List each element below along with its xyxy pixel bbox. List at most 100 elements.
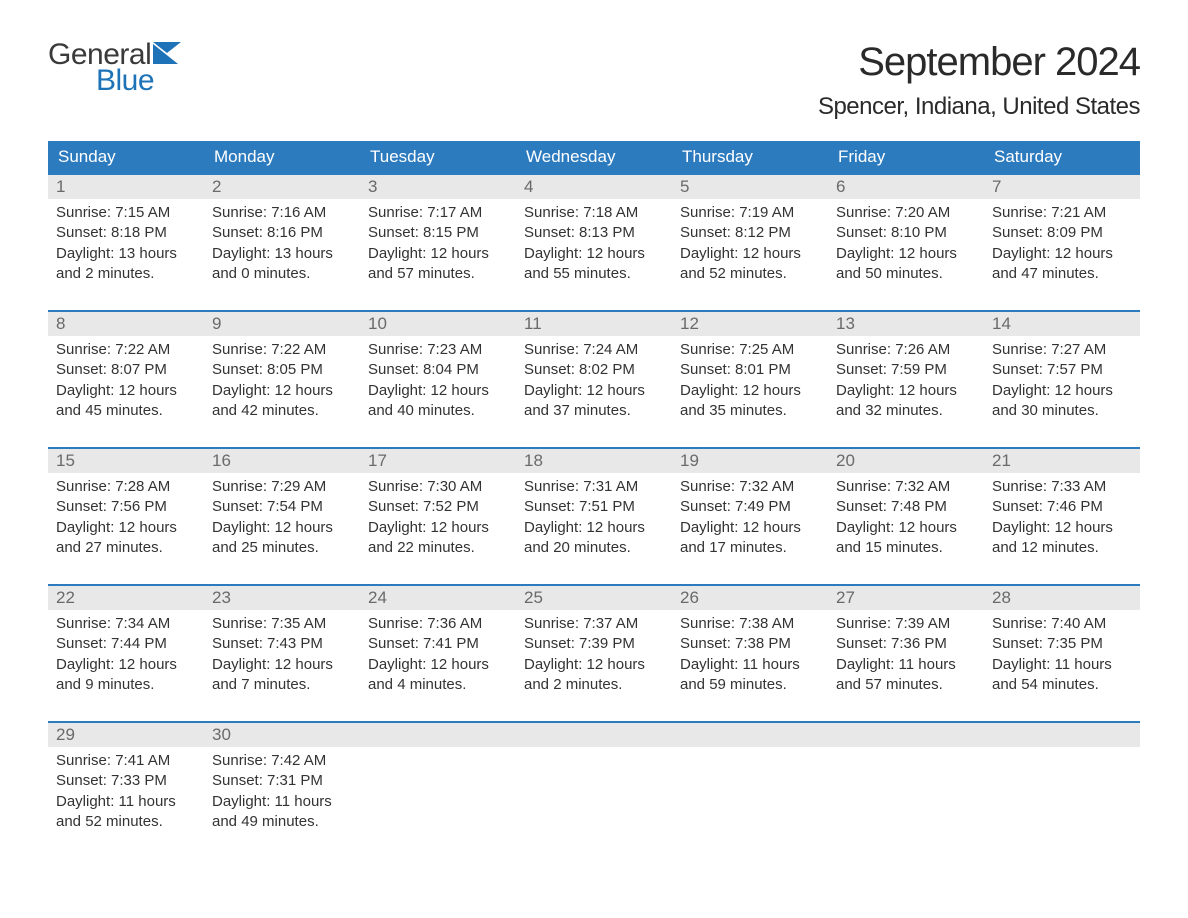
sunset-text: Sunset: 8:05 PM — [212, 360, 352, 380]
day-body: Sunrise: 7:24 AMSunset: 8:02 PMDaylight:… — [516, 336, 672, 429]
day-number: 13 — [828, 312, 984, 336]
sunset-text: Sunset: 7:59 PM — [836, 360, 976, 380]
sunrise-text: Sunrise: 7:22 AM — [212, 340, 352, 360]
day-body: Sunrise: 7:15 AMSunset: 8:18 PMDaylight:… — [48, 199, 204, 292]
day-cell: 2Sunrise: 7:16 AMSunset: 8:16 PMDaylight… — [204, 175, 360, 292]
day-body: Sunrise: 7:40 AMSunset: 7:35 PMDaylight:… — [984, 610, 1140, 703]
sunset-text: Sunset: 8:10 PM — [836, 223, 976, 243]
day-number: 15 — [48, 449, 204, 473]
sunset-text: Sunset: 8:09 PM — [992, 223, 1132, 243]
sunset-text: Sunset: 8:18 PM — [56, 223, 196, 243]
daylight-text: Daylight: 12 hours and 22 minutes. — [368, 518, 508, 559]
daylight-text: Daylight: 12 hours and 32 minutes. — [836, 381, 976, 422]
sunset-text: Sunset: 8:07 PM — [56, 360, 196, 380]
day-number: 21 — [984, 449, 1140, 473]
day-body: Sunrise: 7:16 AMSunset: 8:16 PMDaylight:… — [204, 199, 360, 292]
sunrise-text: Sunrise: 7:16 AM — [212, 203, 352, 223]
sunset-text: Sunset: 7:41 PM — [368, 634, 508, 654]
sunrise-text: Sunrise: 7:41 AM — [56, 751, 196, 771]
daylight-text: Daylight: 12 hours and 7 minutes. — [212, 655, 352, 696]
logo-text-blue: Blue — [96, 66, 181, 96]
day-cell: 14Sunrise: 7:27 AMSunset: 7:57 PMDayligh… — [984, 312, 1140, 429]
day-body: Sunrise: 7:18 AMSunset: 8:13 PMDaylight:… — [516, 199, 672, 292]
day-body: Sunrise: 7:33 AMSunset: 7:46 PMDaylight:… — [984, 473, 1140, 566]
sunset-text: Sunset: 7:35 PM — [992, 634, 1132, 654]
day-cell: 9Sunrise: 7:22 AMSunset: 8:05 PMDaylight… — [204, 312, 360, 429]
weekday-header: Saturday — [984, 141, 1140, 173]
day-cell: 29Sunrise: 7:41 AMSunset: 7:33 PMDayligh… — [48, 723, 204, 840]
month-title: September 2024 — [818, 40, 1140, 85]
daylight-text: Daylight: 11 hours and 52 minutes. — [56, 792, 196, 833]
sunrise-text: Sunrise: 7:24 AM — [524, 340, 664, 360]
empty-day-cell: . — [984, 723, 1140, 840]
daylight-text: Daylight: 12 hours and 25 minutes. — [212, 518, 352, 559]
day-body: Sunrise: 7:35 AMSunset: 7:43 PMDaylight:… — [204, 610, 360, 703]
sunrise-text: Sunrise: 7:31 AM — [524, 477, 664, 497]
day-cell: 17Sunrise: 7:30 AMSunset: 7:52 PMDayligh… — [360, 449, 516, 566]
sunrise-text: Sunrise: 7:34 AM — [56, 614, 196, 634]
sunrise-text: Sunrise: 7:20 AM — [836, 203, 976, 223]
day-body: Sunrise: 7:32 AMSunset: 7:48 PMDaylight:… — [828, 473, 984, 566]
sunrise-text: Sunrise: 7:32 AM — [836, 477, 976, 497]
flag-icon — [153, 42, 181, 68]
sunset-text: Sunset: 7:44 PM — [56, 634, 196, 654]
day-body: Sunrise: 7:30 AMSunset: 7:52 PMDaylight:… — [360, 473, 516, 566]
day-cell: 3Sunrise: 7:17 AMSunset: 8:15 PMDaylight… — [360, 175, 516, 292]
day-number: . — [516, 723, 672, 747]
week-row: 8Sunrise: 7:22 AMSunset: 8:07 PMDaylight… — [48, 310, 1140, 429]
sunset-text: Sunset: 7:36 PM — [836, 634, 976, 654]
day-body: Sunrise: 7:29 AMSunset: 7:54 PMDaylight:… — [204, 473, 360, 566]
sunrise-text: Sunrise: 7:40 AM — [992, 614, 1132, 634]
sunrise-text: Sunrise: 7:21 AM — [992, 203, 1132, 223]
day-number: 2 — [204, 175, 360, 199]
day-body: Sunrise: 7:39 AMSunset: 7:36 PMDaylight:… — [828, 610, 984, 703]
empty-day-cell: . — [360, 723, 516, 840]
sunset-text: Sunset: 8:04 PM — [368, 360, 508, 380]
sunset-text: Sunset: 7:57 PM — [992, 360, 1132, 380]
sunrise-text: Sunrise: 7:23 AM — [368, 340, 508, 360]
weekday-header: Thursday — [672, 141, 828, 173]
daylight-text: Daylight: 12 hours and 9 minutes. — [56, 655, 196, 696]
sunrise-text: Sunrise: 7:22 AM — [56, 340, 196, 360]
weekday-header: Monday — [204, 141, 360, 173]
day-cell: 19Sunrise: 7:32 AMSunset: 7:49 PMDayligh… — [672, 449, 828, 566]
sunset-text: Sunset: 8:15 PM — [368, 223, 508, 243]
day-number: 27 — [828, 586, 984, 610]
day-number: 16 — [204, 449, 360, 473]
day-cell: 20Sunrise: 7:32 AMSunset: 7:48 PMDayligh… — [828, 449, 984, 566]
day-number: 26 — [672, 586, 828, 610]
daylight-text: Daylight: 12 hours and 47 minutes. — [992, 244, 1132, 285]
daylight-text: Daylight: 12 hours and 35 minutes. — [680, 381, 820, 422]
day-number: 23 — [204, 586, 360, 610]
daylight-text: Daylight: 12 hours and 45 minutes. — [56, 381, 196, 422]
daylight-text: Daylight: 13 hours and 0 minutes. — [212, 244, 352, 285]
daylight-text: Daylight: 12 hours and 4 minutes. — [368, 655, 508, 696]
sunrise-text: Sunrise: 7:25 AM — [680, 340, 820, 360]
sunrise-text: Sunrise: 7:26 AM — [836, 340, 976, 360]
sunset-text: Sunset: 8:02 PM — [524, 360, 664, 380]
day-number: 17 — [360, 449, 516, 473]
weekday-header: Sunday — [48, 141, 204, 173]
day-cell: 30Sunrise: 7:42 AMSunset: 7:31 PMDayligh… — [204, 723, 360, 840]
sunrise-text: Sunrise: 7:36 AM — [368, 614, 508, 634]
sunset-text: Sunset: 7:43 PM — [212, 634, 352, 654]
weekday-header: Tuesday — [360, 141, 516, 173]
header: General Blue September 2024 Spencer, Ind… — [48, 40, 1140, 121]
sunrise-text: Sunrise: 7:37 AM — [524, 614, 664, 634]
day-number: 1 — [48, 175, 204, 199]
week-row: 29Sunrise: 7:41 AMSunset: 7:33 PMDayligh… — [48, 721, 1140, 840]
sunrise-text: Sunrise: 7:28 AM — [56, 477, 196, 497]
day-number: 3 — [360, 175, 516, 199]
day-cell: 26Sunrise: 7:38 AMSunset: 7:38 PMDayligh… — [672, 586, 828, 703]
week-row: 15Sunrise: 7:28 AMSunset: 7:56 PMDayligh… — [48, 447, 1140, 566]
daylight-text: Daylight: 12 hours and 2 minutes. — [524, 655, 664, 696]
day-cell: 10Sunrise: 7:23 AMSunset: 8:04 PMDayligh… — [360, 312, 516, 429]
day-cell: 4Sunrise: 7:18 AMSunset: 8:13 PMDaylight… — [516, 175, 672, 292]
day-body: Sunrise: 7:27 AMSunset: 7:57 PMDaylight:… — [984, 336, 1140, 429]
sunrise-text: Sunrise: 7:30 AM — [368, 477, 508, 497]
sunrise-text: Sunrise: 7:27 AM — [992, 340, 1132, 360]
day-cell: 1Sunrise: 7:15 AMSunset: 8:18 PMDaylight… — [48, 175, 204, 292]
day-body: Sunrise: 7:37 AMSunset: 7:39 PMDaylight:… — [516, 610, 672, 703]
daylight-text: Daylight: 12 hours and 20 minutes. — [524, 518, 664, 559]
sunset-text: Sunset: 7:48 PM — [836, 497, 976, 517]
